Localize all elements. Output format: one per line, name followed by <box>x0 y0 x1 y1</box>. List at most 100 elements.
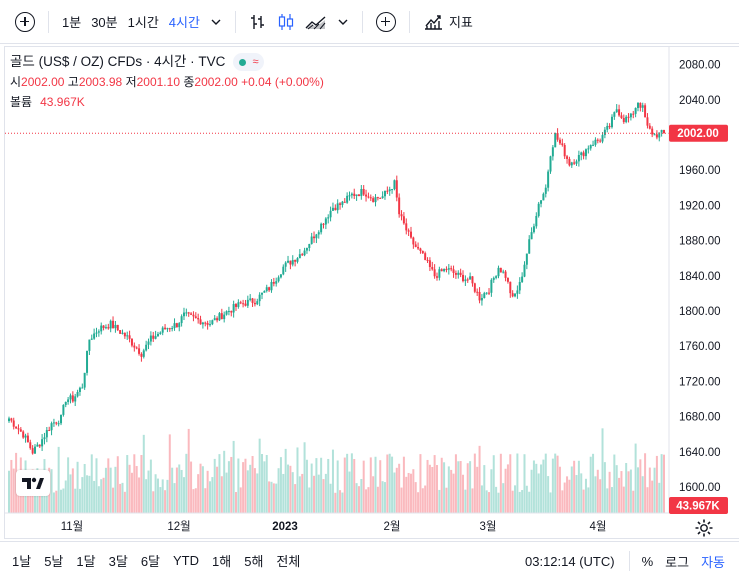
candle-body <box>284 262 287 267</box>
volume-bar <box>499 453 502 513</box>
percent-toggle[interactable]: % <box>641 553 654 569</box>
candle-body <box>57 423 60 425</box>
volume-bar <box>97 486 100 513</box>
time-tick-label: 2023 <box>272 521 298 533</box>
candle-body <box>62 404 65 415</box>
interval-1h[interactable]: 1시간 <box>127 15 159 30</box>
interval-dropdown-button[interactable] <box>205 8 227 36</box>
tradingview-logo[interactable] <box>16 470 50 496</box>
candle-body <box>653 134 656 136</box>
area-style-button[interactable] <box>300 8 332 36</box>
volume-bar <box>336 460 339 513</box>
range-1d[interactable]: 1날 <box>12 554 32 569</box>
candle-body <box>658 132 661 138</box>
candle-body <box>582 152 585 157</box>
volume-bar <box>34 492 37 513</box>
auto-scale-toggle[interactable]: 자동 <box>701 554 725 570</box>
candle-body <box>374 197 377 203</box>
volume-bar <box>405 476 408 513</box>
market-open-dot-icon <box>239 58 247 66</box>
volume-bar <box>592 453 595 513</box>
volume-bar <box>187 428 190 513</box>
candle-body <box>213 318 216 321</box>
volume-bar <box>620 471 623 513</box>
candle-body <box>357 194 360 197</box>
volume-bar <box>208 481 211 513</box>
price-tick-label: 2040.00 <box>679 95 721 107</box>
volume-bar <box>490 469 493 513</box>
range-all[interactable]: 전체 <box>276 554 301 569</box>
candle-body <box>405 223 408 231</box>
range-1m[interactable]: 1달 <box>76 554 96 569</box>
candle-body <box>112 320 115 329</box>
interval-4h[interactable]: 4시간 <box>168 15 200 30</box>
volume-bar <box>648 467 651 513</box>
candle-body <box>83 372 86 388</box>
symbol-title[interactable]: 골드 (US$ / OZ) CFDs · 4시간 · TVC <box>10 54 226 69</box>
candles-icon <box>278 13 294 30</box>
candle-body <box>525 253 528 265</box>
time-tick-label: 3월 <box>480 520 497 533</box>
volume-bar <box>388 453 391 513</box>
candle-body <box>256 301 259 305</box>
range-5y[interactable]: 5해 <box>244 554 264 569</box>
volume-bar <box>528 491 531 513</box>
candle-body <box>34 446 37 454</box>
volume-bar <box>123 491 126 513</box>
range-5d[interactable]: 5날 <box>44 554 64 569</box>
volume-bar <box>556 455 559 513</box>
volume-bar <box>639 459 642 513</box>
candle-body <box>610 116 613 128</box>
range-6m[interactable]: 6달 <box>140 554 161 569</box>
high-label: 고 <box>67 75 79 89</box>
volume-bar <box>450 469 453 513</box>
candle-body <box>471 276 474 284</box>
indicators-button[interactable]: 지표 <box>418 8 478 36</box>
volume-bar <box>596 469 599 513</box>
market-status-pill[interactable]: ≈ <box>233 53 265 71</box>
volume-bar <box>532 460 535 513</box>
chart-type-dropdown[interactable] <box>332 8 354 36</box>
volume-bar <box>239 487 242 513</box>
price-tick-label: 1600.00 <box>679 482 721 494</box>
candle-body <box>454 272 457 275</box>
volume-bar <box>400 487 403 513</box>
candle-body <box>76 392 79 397</box>
range-ytd[interactable]: YTD <box>173 553 200 568</box>
log-toggle[interactable]: 로그 <box>665 554 690 570</box>
volume-bar <box>577 460 580 513</box>
candle-body <box>154 336 157 339</box>
volume-bar <box>570 466 573 513</box>
candle-body <box>48 430 51 432</box>
range-3m[interactable]: 3달 <box>108 554 128 569</box>
volume-bar <box>301 473 304 513</box>
volume-bar <box>220 476 223 513</box>
range-1y[interactable]: 1해 <box>212 554 232 569</box>
candles-style-button[interactable] <box>272 8 300 36</box>
candle-body <box>339 203 342 205</box>
price-tick-label: 1640.00 <box>679 447 721 459</box>
volume-bar <box>71 468 74 513</box>
indicators-icon <box>424 14 442 30</box>
volume-bar <box>613 454 616 513</box>
volume-bar <box>287 464 290 513</box>
candle-body <box>190 313 193 315</box>
candle-body <box>417 246 420 249</box>
utc-clock[interactable]: 03:12:14 (UTC) <box>525 553 615 569</box>
volume-bar <box>469 461 472 513</box>
volume-bar <box>393 472 396 513</box>
interval-1m[interactable]: 1분 <box>62 15 82 30</box>
compare-button[interactable] <box>371 8 401 36</box>
add-symbol-button[interactable] <box>10 8 40 36</box>
candle-body <box>251 298 254 303</box>
interval-30m[interactable]: 30분 <box>91 15 118 30</box>
bars-style-button[interactable] <box>244 8 272 36</box>
volume-bar <box>365 489 368 513</box>
volume-bar <box>334 492 337 513</box>
candle-body <box>540 200 543 204</box>
settings-gear-icon[interactable] <box>694 518 714 538</box>
volume-bar <box>587 487 590 513</box>
toolbar-divider <box>361 10 363 33</box>
candle-body <box>130 338 133 346</box>
